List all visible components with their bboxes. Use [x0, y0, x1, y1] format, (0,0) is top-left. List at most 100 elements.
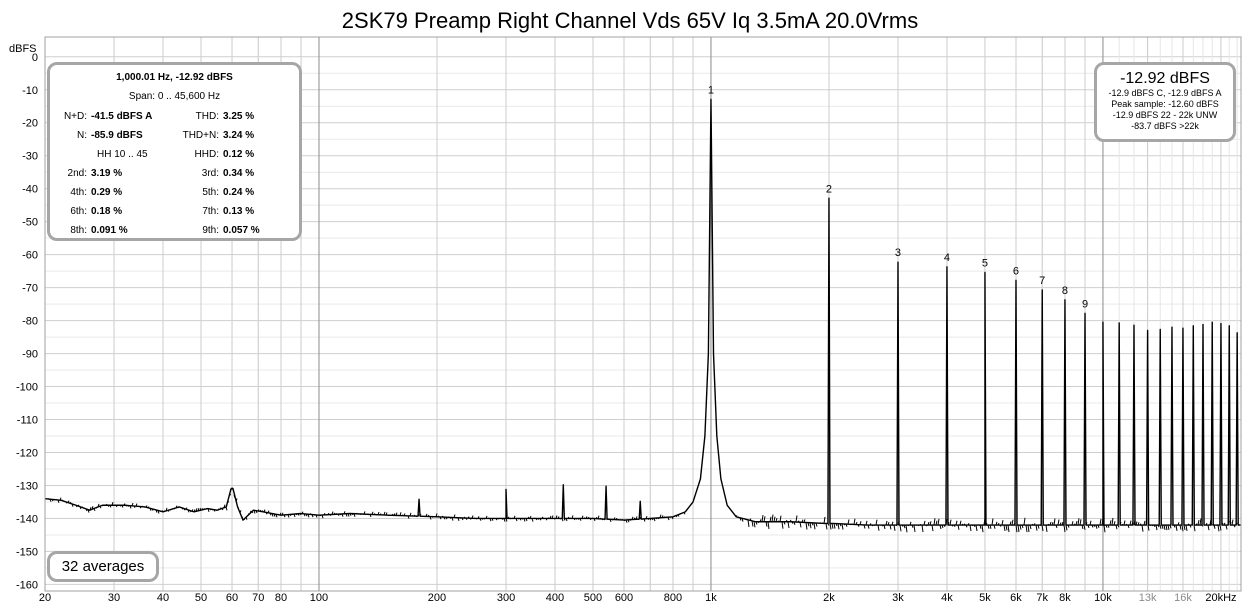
x-tick-label: 40: [157, 592, 169, 604]
harmonic-label: 2: [826, 183, 832, 195]
stat-value: 0.29 %: [91, 187, 123, 198]
peak-sample-line: Peak sample: -12.60 dBFS: [1111, 99, 1219, 109]
span-readout: Span: 0 .. 45,600 Hz: [128, 91, 221, 102]
x-tick-label: 6k: [1010, 592, 1022, 604]
y-tick-label: -120: [16, 448, 38, 460]
spectrum-trace: [44, 98, 1241, 533]
harmonic-label: 4: [944, 252, 950, 264]
level-weighting-line: -12.9 dBFS C, -12.9 dBFS A: [1108, 88, 1222, 98]
harmonic-label: 6: [1013, 265, 1019, 277]
y-tick-label: -50: [22, 217, 38, 229]
x-tick-label: 80: [275, 592, 287, 604]
x-tick-label: 5k: [979, 592, 991, 604]
y-tick-label: -80: [22, 316, 38, 328]
stat-value: 0.24 %: [223, 187, 255, 198]
y-tick-labels: 0 -10 -20 -30 -40 -50 -60 -70 -80 -90 -100 -110 -120…: [16, 52, 38, 592]
stat-value: 3.19 %: [91, 168, 123, 179]
x-tick-label: 13k: [1139, 592, 1157, 604]
stat-value: 0.13 %: [223, 206, 255, 217]
y-axis-unit-label: dBFS: [9, 43, 37, 55]
harmonic-label: 9: [1082, 298, 1088, 310]
y-tick-label: -30: [22, 151, 38, 163]
y-tick-label: -100: [16, 382, 38, 394]
x-tick-label: 300: [497, 592, 515, 604]
plot-border: [44, 36, 1242, 592]
harmonic-label: 1: [708, 84, 714, 96]
x-tick-label: 100: [310, 592, 328, 604]
stat-label: THD:: [195, 111, 219, 122]
x-tick-label: 4k: [941, 592, 953, 604]
y-tick-label: -130: [16, 480, 38, 492]
stats-row: 4th: 0.29 % 5th: 0.24 %: [50, 187, 299, 203]
x-tick-label: 400: [546, 592, 564, 604]
unweighted-line: -12.9 dBFS 22 - 22k UNW: [1112, 110, 1218, 120]
stat-value: 0.12 %: [223, 149, 255, 160]
stat-label: HHD:: [194, 149, 219, 160]
y-tick-label: -110: [17, 415, 38, 427]
stat-label: 3rd:: [201, 168, 219, 179]
y-tick-label: -20: [22, 118, 38, 130]
x-tick-label: 800: [664, 592, 682, 604]
stat-value: 3.24 %: [223, 130, 255, 141]
x-tick-label: 10k: [1094, 592, 1112, 604]
x-tick-label: 7k: [1036, 592, 1048, 604]
stat-label: 9th:: [202, 225, 219, 236]
stat-value: 3.25 %: [223, 111, 255, 122]
chart-title: 2SK79 Preamp Right Channel Vds 65V Iq 3.…: [341, 8, 919, 33]
stat-value: 0.057 %: [223, 225, 260, 236]
y-tick-label: -40: [22, 184, 38, 196]
y-tick-label: -70: [22, 283, 38, 295]
x-tick-label: 60: [226, 592, 238, 604]
level-readout-panel: -12.92 dBFS -12.9 dBFS C, -12.9 dBFS A P…: [1094, 62, 1236, 142]
level-main-value: -12.92 dBFS: [1120, 70, 1210, 87]
stat-value: HH 10 .. 45: [97, 149, 148, 160]
stats-row: N+D: -41.5 dBFS A THD: 3.25 %: [50, 111, 299, 127]
harmonic-label: 8: [1062, 285, 1068, 297]
x-tick-labels: 20 30 40 50 60 70 80 100 200 300 400 500 600 800 1k 2k 3…: [39, 592, 1237, 604]
noise-texture: [46, 488, 1240, 533]
y-tick-label: 0: [32, 52, 38, 64]
x-tick-label: 70: [252, 592, 264, 604]
stat-label: 6th:: [70, 206, 87, 217]
y-tick-label: -60: [22, 250, 38, 262]
x-tick-label: 20: [39, 592, 51, 604]
above-22k-line: -83.7 dBFS >22k: [1131, 121, 1199, 131]
y-tick-label: -140: [16, 513, 38, 525]
stat-label: 4th:: [70, 187, 87, 198]
harmonic-label: 3: [895, 247, 901, 259]
stats-row: 8th: 0.091 % 9th: 0.057 %: [50, 225, 299, 241]
y-tick-label: -150: [16, 546, 38, 558]
stats-row: N: -85.9 dBFS THD+N: 3.24 %: [50, 130, 299, 146]
stat-label: 7th:: [202, 206, 219, 217]
x-tick-label: 1k: [705, 592, 717, 604]
stat-label: 5th:: [202, 187, 219, 198]
stat-label: N:: [77, 130, 87, 141]
stat-label: 8th:: [70, 225, 87, 236]
x-tick-label: 500: [584, 592, 602, 604]
x-tick-label: 3k: [892, 592, 904, 604]
stats-row: HH 10 .. 45 HHD: 0.12 %: [50, 149, 299, 165]
stat-value: 0.34 %: [223, 168, 255, 179]
stats-row: 6th: 0.18 % 7th: 0.13 %: [50, 206, 299, 222]
stat-value: 0.18 %: [91, 206, 123, 217]
fundamental-readout: 1,000.01 Hz, -12.92 dBFS: [116, 72, 233, 83]
stat-value: -41.5 dBFS A: [91, 111, 153, 122]
plot-frame: [44, 36, 1242, 592]
x-tick-label: 8k: [1059, 592, 1071, 604]
stat-label: THD+N:: [182, 130, 219, 141]
x-tick-label: 600: [615, 592, 633, 604]
y-tick-label: -160: [16, 579, 38, 591]
harmonic-label: 5: [982, 257, 988, 269]
measurement-stats-panel: 1,000.01 Hz, -12.92 dBFS Span: 0 .. 45,6…: [47, 62, 302, 241]
harmonic-label: 7: [1039, 275, 1045, 287]
x-tick-label: 16k: [1174, 592, 1192, 604]
y-tick-label: -10: [22, 85, 38, 97]
y-tick-label: -90: [22, 349, 38, 361]
x-tick-label: 200: [428, 592, 446, 604]
x-tick-label: 50: [195, 592, 207, 604]
stat-label: 2nd:: [67, 168, 87, 179]
x-tick-label: 30: [108, 592, 120, 604]
stat-value: 0.091 %: [91, 225, 128, 236]
harmonic-markers: 1 2 3 4 5 6 7 8 9: [708, 84, 1088, 310]
stats-row: 2nd: 3.19 % 3rd: 0.34 %: [50, 168, 299, 184]
